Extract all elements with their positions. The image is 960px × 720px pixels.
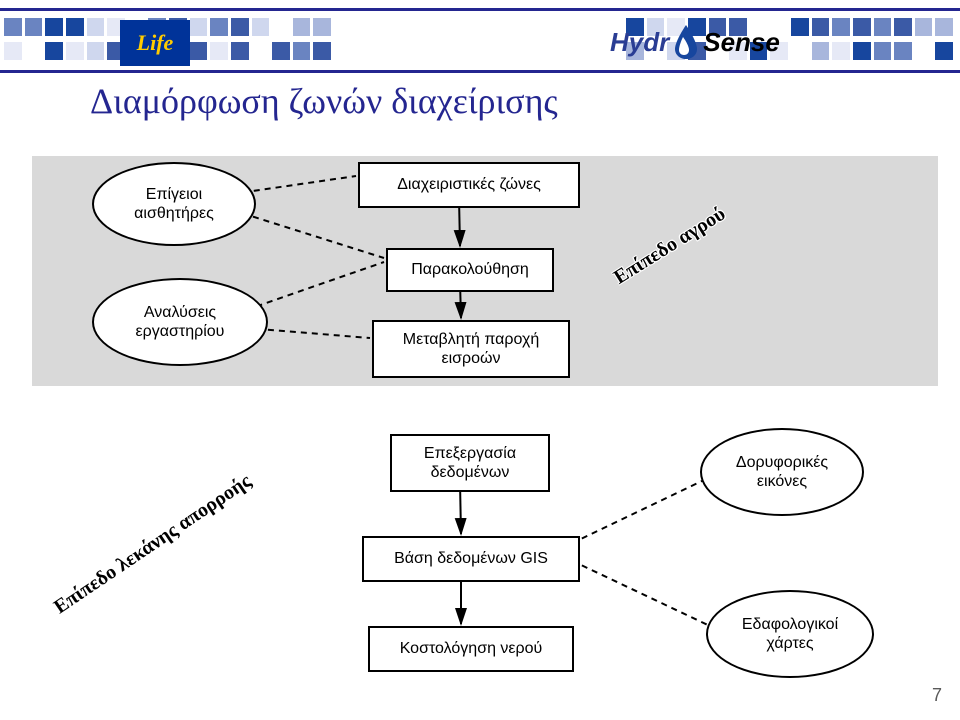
node-satellite: Δορυφορικέςεικόνες (700, 428, 864, 516)
node-gis: Βάση δεδομένων GIS (362, 536, 580, 582)
node-cost: Κοστολόγηση νερού (368, 626, 574, 672)
page-number: 7 (932, 685, 942, 706)
node-variable: Μεταβλητή παροχήεισροών (372, 320, 570, 378)
diagram-area: Επίγειοιαισθητήρες Αναλύσειςεργαστηρίου … (0, 140, 960, 720)
node-soil: Εδαφολογικοίχάρτες (706, 590, 874, 678)
node-process: Επεξεργασίαδεδομένων (390, 434, 550, 492)
node-zones: Διαχειριστικές ζώνες (358, 162, 580, 208)
hydrosense-logo: Hydr Sense (610, 22, 840, 62)
node-sensors: Επίγειοιαισθητήρες (92, 162, 256, 246)
header-bar: Life Hydr Sense (0, 8, 960, 68)
eu-flag: Life (120, 20, 190, 66)
droplet-icon (671, 23, 701, 61)
life-logo: Life (137, 30, 174, 56)
slide-title: Διαμόρφωση ζωνών διαχείρισης (90, 80, 558, 122)
header-rule-top (0, 8, 960, 11)
header-rule-bottom (0, 70, 960, 73)
node-monitor: Παρακολούθηση (386, 248, 554, 292)
node-lab: Αναλύσειςεργαστηρίου (92, 278, 268, 366)
